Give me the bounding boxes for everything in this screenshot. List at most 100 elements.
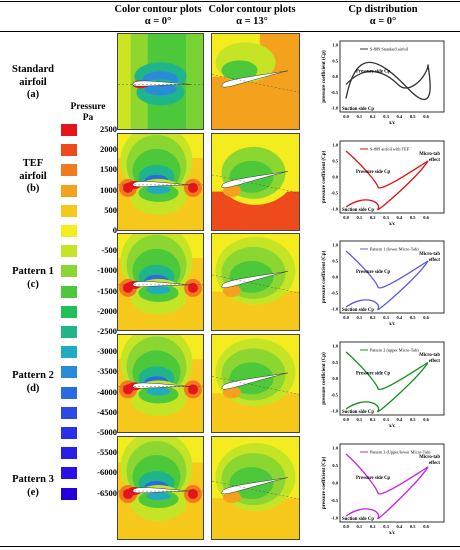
cp-ytick: 0.5 <box>332 463 338 468</box>
legend-level: -6000 <box>61 465 117 480</box>
cp-xtick: 0.0 <box>343 215 349 220</box>
legend-level: 500 <box>61 203 117 217</box>
cp-legend-text: S-809 airfoil with TEF <box>370 147 410 152</box>
legend-level: -500 <box>61 243 117 258</box>
cp-suction-label: Suction side Cp <box>342 308 374 313</box>
legend-label: -3000 <box>97 346 117 357</box>
legend-label: -5000 <box>97 427 117 437</box>
legend-label: 0 <box>112 225 117 235</box>
cp-xtick: 0.3 <box>383 215 389 220</box>
header-contour-13-line2: α = 13° <box>236 16 268 27</box>
cp-xtick: 0.2 <box>370 114 376 119</box>
contour-plot-alpha13 <box>211 233 300 331</box>
cp-xtick: 0.0 <box>343 315 349 320</box>
legend-label: -6000 <box>97 467 117 478</box>
cp-ytick: 1.0 <box>332 243 338 248</box>
cp-xtick: 0.0 <box>343 114 349 119</box>
cp-ytick: 1.0 <box>332 446 338 451</box>
header-contour-0: Color contour plots α = 0° <box>112 4 204 28</box>
cp-microtab-label: effect <box>429 258 441 263</box>
cp-suction-curve <box>345 466 429 520</box>
legend-swatch <box>61 144 77 157</box>
legend-level: 0 <box>61 223 117 237</box>
legend-level: -5000 <box>61 425 117 439</box>
row-label-tef: TEF airfoil (b) <box>0 158 66 196</box>
contour-plot-alpha0 <box>117 133 204 231</box>
row-label-line2: airfoil <box>19 76 47 88</box>
legend-swatch <box>61 427 77 439</box>
contour-plot-alpha0 <box>117 233 204 331</box>
cp-xlabel: x/c <box>389 424 396 429</box>
cp-legend-text: Pattern 2 (upper Micro-Tab) <box>370 348 419 353</box>
cp-xlabel: x/c <box>389 121 396 126</box>
cp-suction-curve <box>345 260 429 311</box>
cp-ylabel: pressure coefficient (Cp) <box>322 352 327 405</box>
cp-pressure-label: Pressure side Cp <box>356 270 391 275</box>
legend-label: -4000 <box>97 386 117 397</box>
cp-suction-label: Suction side Cp <box>342 517 374 522</box>
row-label-pattern3: Pattern 3 (e) <box>0 474 66 499</box>
row-label-line2: (c) <box>27 278 39 290</box>
cp-pressure-label: Pressure side Cp <box>356 70 391 75</box>
cp-xtick: 0.4 <box>397 315 403 320</box>
cp-ytick: 0.5 <box>332 259 338 264</box>
legend-level: -2000 <box>61 304 117 318</box>
top-rule <box>0 1 460 2</box>
legend-swatch <box>61 305 77 318</box>
cp-pressure-curve <box>345 64 429 89</box>
row-label-line1: Pattern 1 <box>12 266 54 277</box>
legend-label: -2000 <box>97 305 117 316</box>
cp-plot: pressure coefficient (Cp) x/c 1.0 0.5 0.0 -0.… <box>318 135 450 227</box>
cp-plot-frame <box>339 443 445 523</box>
cp-plot-frame <box>339 240 445 314</box>
cp-xtick: 0.6 <box>423 417 429 422</box>
cp-suction-label: Suction side Cp <box>342 410 374 415</box>
legend-level: -1000 <box>61 263 117 278</box>
legend-swatch <box>61 406 77 419</box>
cp-xtick: 0.3 <box>383 417 389 422</box>
cp-ytick: -1.0 <box>331 409 339 414</box>
legend-swatch <box>61 346 77 359</box>
cp-xtick: 0.4 <box>397 114 403 119</box>
legend-swatch <box>61 124 77 136</box>
cp-suction-label: Suction side Cp <box>342 107 374 112</box>
cp-xtick: 0.6 <box>423 524 429 529</box>
header-cp-line1: Cp distribution <box>348 4 418 15</box>
cp-suction-curve <box>345 362 429 413</box>
cp-ytick: 0.0 <box>332 376 338 381</box>
header-contour-0-line1: Color contour plots <box>114 4 202 15</box>
cp-legend-text: S-809 Standard airfoil <box>370 47 409 52</box>
cp-pressure-curve <box>345 453 429 495</box>
legend-swatch <box>61 225 77 237</box>
cp-microtab-label: Micro-tab <box>419 152 440 157</box>
legend-level: 2000 <box>61 142 117 157</box>
cp-xtick: 0.4 <box>397 215 403 220</box>
cp-ytick: -0.5 <box>331 498 339 503</box>
cp-xtick: 0.0 <box>343 524 349 529</box>
row-label-line3: (a) <box>26 89 40 100</box>
legend-label: -5500 <box>97 447 117 458</box>
cp-plot: pressure coefficient (Cp) x/c 1.0 0.5 0.0 -0.… <box>318 35 450 126</box>
legend-level: -6500 <box>61 486 117 500</box>
cp-xtick: 0.4 <box>397 417 403 422</box>
legend-label: -4500 <box>97 406 117 417</box>
legend-unit-text: Pa <box>82 113 94 123</box>
cp-pressure-label: Pressure side Cp <box>356 476 391 481</box>
contour-plot-alpha13 <box>211 133 300 231</box>
cp-xtick: 0.1 <box>357 417 363 422</box>
row-label-standard: Standard airfoil (a) <box>0 64 66 102</box>
row-label-line1: Pattern 3 <box>12 474 54 485</box>
cp-ytick: -0.5 <box>331 392 339 397</box>
legend-swatch <box>61 487 77 500</box>
legend-title-text: Pressure <box>70 102 106 112</box>
cp-xlabel: x/c <box>389 222 396 227</box>
cp-xtick: 0.6 <box>423 114 429 119</box>
cp-xtick: 0.1 <box>357 524 363 529</box>
cp-ytick: -1.0 <box>331 106 339 111</box>
cp-ylabel: pressure coefficient (Cp) <box>322 457 327 510</box>
cp-plot-frame <box>339 40 445 113</box>
cp-plot-frame <box>339 140 445 214</box>
row-label-pattern1: Pattern 1 (c) <box>0 266 66 291</box>
cp-ytick: -0.5 <box>331 191 339 196</box>
cp-ytick: -1.0 <box>331 307 339 312</box>
